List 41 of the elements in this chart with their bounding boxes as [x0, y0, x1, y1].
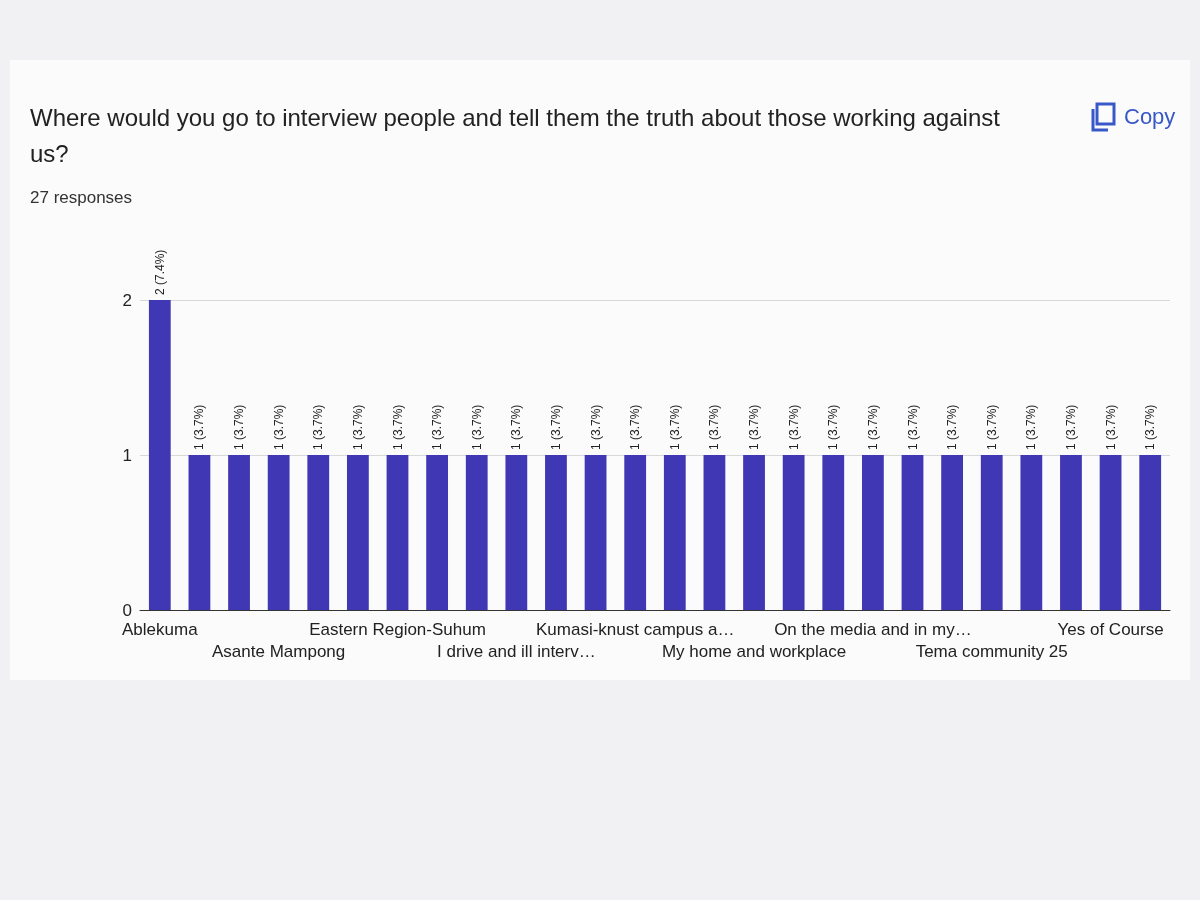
text: Copy: [1124, 104, 1176, 130]
data-label: 1 (3.7%): [747, 404, 762, 450]
x-tick-label: My home and workplace: [661, 641, 847, 661]
x-tick-label: Asante Mampong: [212, 641, 346, 661]
x-tick-label: Ablekuma: [122, 619, 199, 639]
data-label: 1 (3.7%): [628, 404, 643, 450]
x-tick-label: I drive and ill interv…: [436, 641, 596, 661]
data-label: 1 (3.7%): [707, 404, 722, 450]
x-tick-label: Tema community 25: [915, 641, 1068, 661]
data-label: 1 (3.7%): [667, 404, 682, 450]
chart-subtitle: 27 responses: [30, 188, 133, 208]
data-label: 1 (3.7%): [509, 404, 524, 450]
data-label: 1 (3.7%): [865, 404, 880, 450]
data-label: 1 (3.7%): [548, 404, 563, 450]
data-label: 1 (3.7%): [430, 404, 445, 450]
data-label: 1 (3.7%): [192, 404, 207, 450]
data-label: 1 (3.7%): [984, 404, 999, 450]
y-tick-label: 0: [122, 600, 132, 620]
data-label: 1 (3.7%): [311, 404, 326, 450]
data-label: 1 (3.7%): [1024, 404, 1039, 450]
data-label: 1 (3.7%): [469, 404, 484, 450]
data-label: 1 (3.7%): [588, 404, 603, 450]
chart-title: Where would you go to interview people and tell them the truth about those working against us?: [30, 103, 1001, 169]
data-label: 1 (3.7%): [786, 404, 801, 450]
data-label: 1 (3.7%): [232, 404, 247, 450]
data-label: 1 (3.7%): [826, 404, 841, 450]
data-label: 1 (3.7%): [945, 404, 960, 450]
data-label: 2 (7.4%): [152, 249, 167, 295]
y-tick-label: 1: [122, 445, 132, 465]
x-tick-label: On the media and in my…: [774, 619, 972, 639]
data-label: 1 (3.7%): [1103, 404, 1118, 450]
data-label: 1 (3.7%): [1063, 404, 1078, 450]
data-label: 1 (3.7%): [271, 404, 286, 450]
data-label: 1 (3.7%): [390, 404, 405, 450]
data-label: 1 (3.7%): [350, 404, 365, 450]
data-label: 1 (3.7%): [1143, 404, 1158, 450]
x-tick-label: Yes of Course: [1057, 619, 1164, 639]
x-tick-label: Eastern Region-Suhum: [309, 619, 486, 639]
y-tick-label: 2: [122, 290, 132, 310]
data-label: 1 (3.7%): [905, 404, 920, 450]
x-tick-label: Kumasi-knust campus a…: [535, 619, 735, 639]
